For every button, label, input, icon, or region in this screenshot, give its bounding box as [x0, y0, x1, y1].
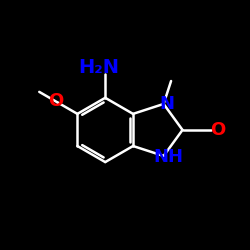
Text: N: N — [160, 95, 175, 113]
Text: H₂N: H₂N — [78, 58, 120, 77]
Text: O: O — [48, 92, 64, 110]
Text: NH: NH — [154, 148, 184, 166]
Text: O: O — [210, 121, 225, 139]
